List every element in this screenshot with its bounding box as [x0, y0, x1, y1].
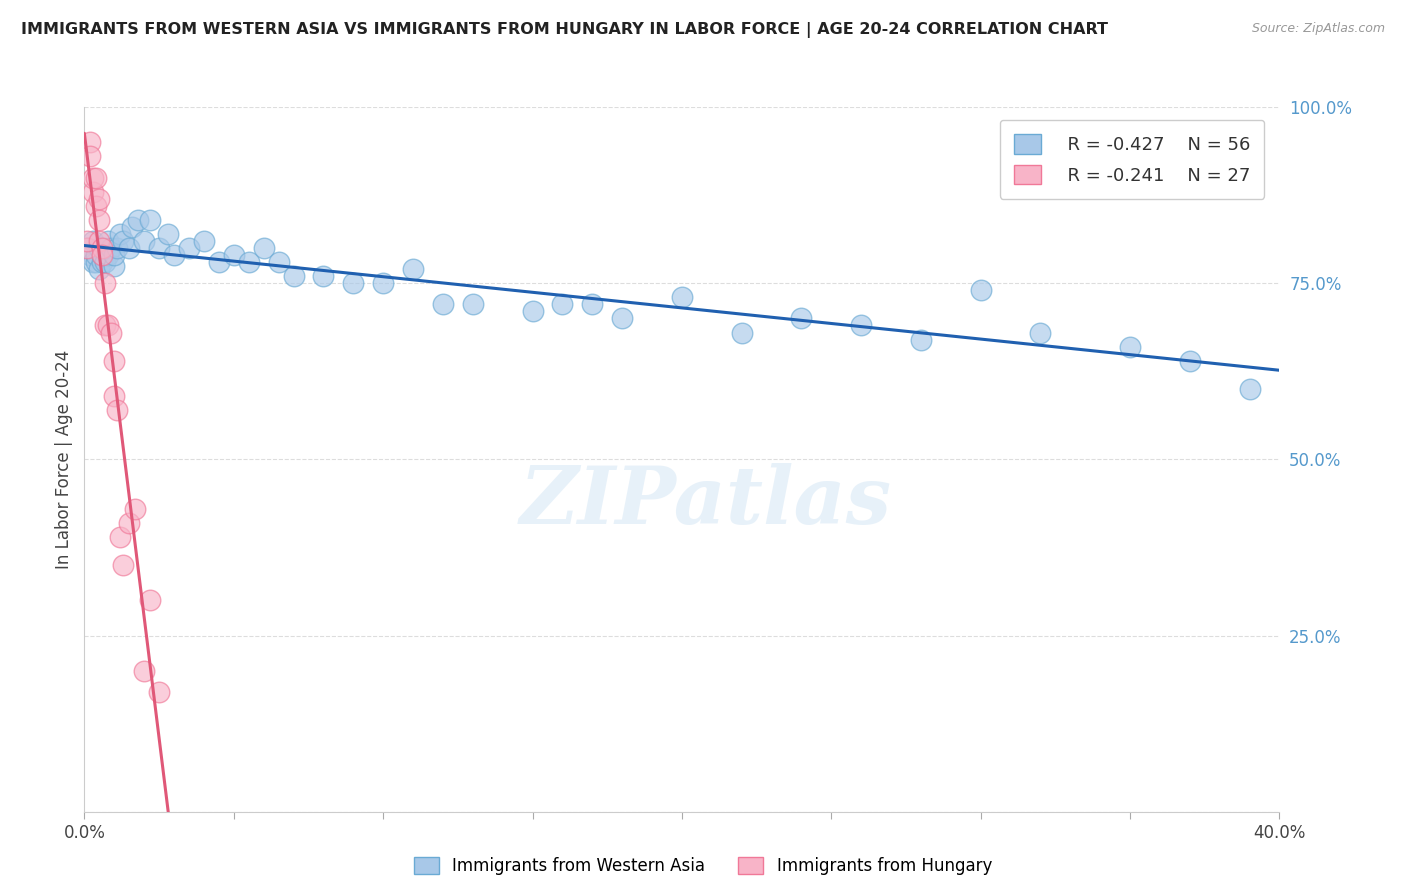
Point	[127, 212, 149, 227]
Point	[148, 685, 170, 699]
Point	[105, 403, 128, 417]
Point	[103, 389, 125, 403]
Point	[94, 255, 117, 269]
Point	[103, 248, 125, 262]
Text: ZIPatlas: ZIPatlas	[520, 463, 891, 541]
Point	[139, 593, 162, 607]
Point	[82, 170, 104, 185]
Point	[100, 241, 122, 255]
Point	[79, 149, 101, 163]
Point	[76, 234, 98, 248]
Point	[208, 255, 231, 269]
Point	[89, 192, 111, 206]
Point	[82, 255, 104, 269]
Point	[551, 297, 574, 311]
Point	[76, 241, 98, 255]
Point	[97, 234, 120, 248]
Point	[671, 290, 693, 304]
Point	[86, 170, 108, 185]
Point	[253, 241, 276, 255]
Point	[790, 311, 813, 326]
Point	[283, 269, 305, 284]
Point	[110, 530, 132, 544]
Text: Source: ZipAtlas.com: Source: ZipAtlas.com	[1251, 22, 1385, 36]
Point	[1119, 340, 1142, 354]
Point	[1178, 353, 1201, 368]
Point	[86, 248, 108, 262]
Point	[105, 241, 128, 255]
Point	[342, 277, 364, 291]
Point	[157, 227, 180, 241]
Point	[112, 234, 135, 248]
Point	[76, 241, 98, 255]
Point	[222, 248, 245, 262]
Point	[82, 185, 104, 199]
Point	[91, 241, 114, 255]
Point	[91, 248, 114, 262]
Point	[89, 262, 111, 277]
Y-axis label: In Labor Force | Age 20-24: In Labor Force | Age 20-24	[55, 350, 73, 569]
Point	[89, 241, 111, 255]
Point	[103, 353, 125, 368]
Point	[238, 255, 260, 269]
Point	[581, 297, 603, 311]
Text: IMMIGRANTS FROM WESTERN ASIA VS IMMIGRANTS FROM HUNGARY IN LABOR FORCE | AGE 20-: IMMIGRANTS FROM WESTERN ASIA VS IMMIGRAN…	[21, 22, 1108, 38]
Point	[132, 234, 156, 248]
Point	[86, 199, 108, 213]
Point	[94, 318, 117, 333]
Point	[731, 326, 754, 340]
Point	[91, 248, 114, 262]
Point	[910, 333, 932, 347]
Point	[193, 234, 215, 248]
Point	[97, 318, 120, 333]
Point	[267, 255, 290, 269]
Point	[97, 248, 120, 262]
Point	[118, 516, 141, 530]
Legend: Immigrants from Western Asia, Immigrants from Hungary: Immigrants from Western Asia, Immigrants…	[405, 849, 1001, 884]
Point	[522, 304, 544, 318]
Point	[110, 227, 132, 241]
Point	[461, 297, 484, 311]
Point	[851, 318, 873, 333]
Point	[139, 212, 162, 227]
Point	[86, 255, 108, 269]
Point	[402, 262, 425, 277]
Point	[82, 234, 104, 248]
Point	[100, 326, 122, 340]
Point	[373, 277, 395, 291]
Point	[163, 248, 186, 262]
Point	[94, 277, 117, 291]
Point	[970, 283, 993, 297]
Point	[148, 241, 170, 255]
Point	[432, 297, 454, 311]
Point	[79, 248, 101, 262]
Point	[1029, 326, 1052, 340]
Point	[132, 664, 156, 678]
Point	[94, 241, 117, 255]
Point	[118, 241, 141, 255]
Point	[1239, 382, 1261, 396]
Point	[121, 219, 143, 234]
Point	[91, 255, 114, 269]
Point	[612, 311, 634, 326]
Point	[79, 135, 101, 149]
Point	[112, 558, 135, 573]
Legend:   R = -0.427    N = 56,   R = -0.241    N = 27: R = -0.427 N = 56, R = -0.241 N = 27	[1000, 120, 1264, 199]
Point	[312, 269, 335, 284]
Point	[124, 501, 146, 516]
Point	[89, 234, 111, 248]
Point	[177, 241, 200, 255]
Point	[103, 259, 125, 273]
Point	[89, 212, 111, 227]
